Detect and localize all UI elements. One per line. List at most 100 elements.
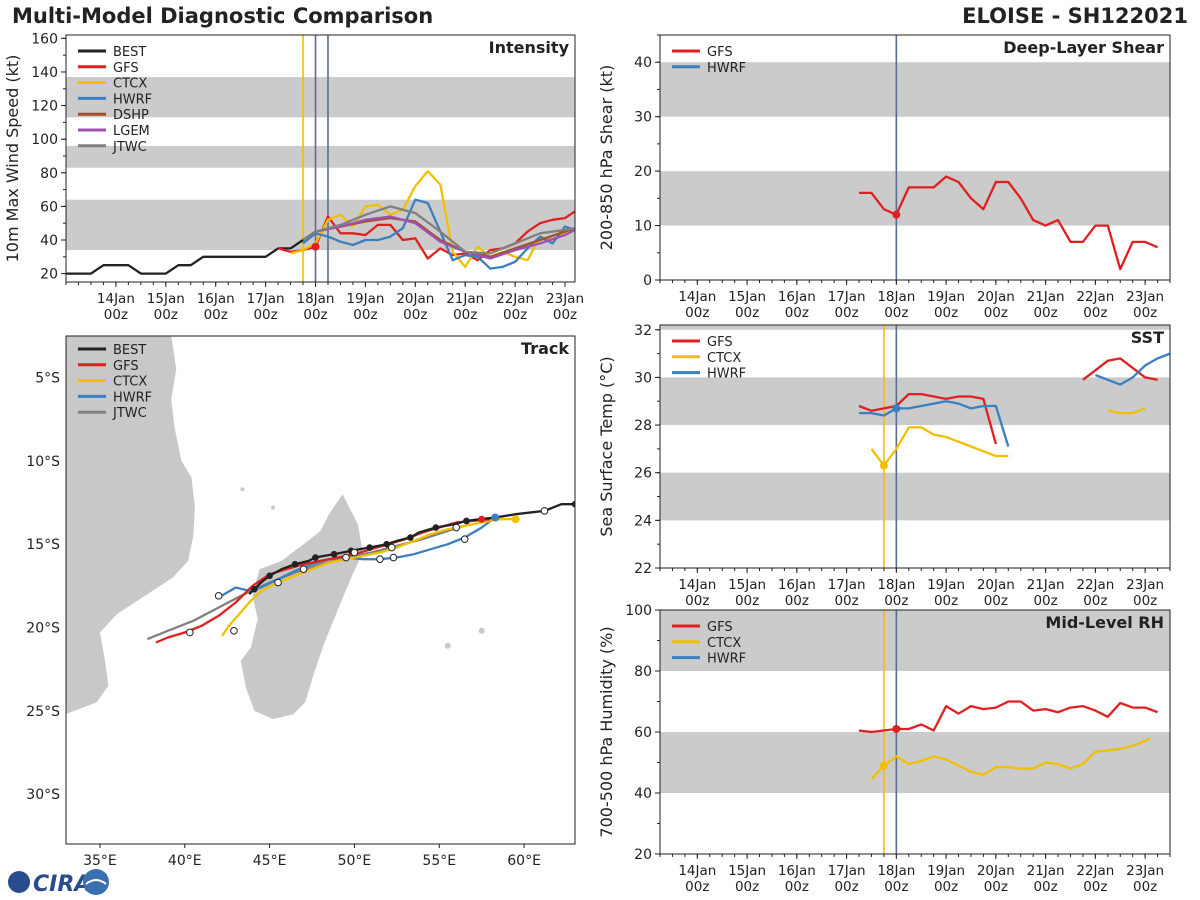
best-track-point xyxy=(312,554,319,561)
legend-label-lgem: LGEM xyxy=(113,124,150,139)
x-tick-label: 23Jan xyxy=(1126,863,1164,879)
x-tick-label: 14Jan xyxy=(678,863,716,879)
x-tick-label: 20Jan xyxy=(977,289,1015,305)
panel-sst: 22242628303214Jan00z15Jan00z16Jan00z17Ja… xyxy=(597,323,1171,609)
x-tick-label: 19Jan xyxy=(927,863,965,879)
comoros-island xyxy=(240,487,245,492)
series-line-ctcx xyxy=(1107,407,1146,415)
y-tick-label: 40 xyxy=(40,233,58,249)
y-tick-label: 22 xyxy=(634,561,652,577)
y-tick-label: 140 xyxy=(31,65,58,81)
hwrf-start-marker xyxy=(491,513,500,522)
track-open-marker xyxy=(540,507,549,515)
current-marker-ctcx xyxy=(879,461,888,470)
axes-frame xyxy=(659,324,1171,569)
y-tick-label: 20 xyxy=(40,267,58,283)
mayotte-island xyxy=(270,505,275,510)
series-line-gfs xyxy=(858,700,1158,734)
best-track-point xyxy=(291,560,299,568)
ctcx-start-marker xyxy=(511,515,520,524)
x-tick-label: 21Jan xyxy=(1027,289,1065,305)
legend-label-gfs: GFS xyxy=(707,45,733,60)
legend-label-gfs: GFS xyxy=(113,61,139,76)
panel-rh: 2040608010014Jan00z15Jan00z16Jan00z17Jan… xyxy=(597,603,1171,895)
x-tick-label: 20Jan xyxy=(977,863,1015,879)
reunion-island xyxy=(444,642,451,649)
cira-logo: CIRA xyxy=(8,869,109,897)
y-tick-label: 80 xyxy=(634,664,652,680)
x-tick-label: 23Jan xyxy=(1126,577,1164,593)
x-tick-label: 00z xyxy=(735,879,759,895)
x-tick-label: 00z xyxy=(1083,305,1107,321)
x-tick-label: 00z xyxy=(453,307,477,323)
x-tick-label: 00z xyxy=(1033,305,1057,321)
legend-label-gfs: GFS xyxy=(707,620,733,635)
threshold-band xyxy=(660,325,1170,330)
y-tick-label: 20 xyxy=(634,164,652,180)
best-track-point xyxy=(366,544,374,551)
x-tick-label: 00z xyxy=(1133,305,1157,321)
best-track-point xyxy=(251,585,258,593)
y-axis-label: 200-850 hPa Shear (kt) xyxy=(597,65,616,251)
x-tick-label: 45°E xyxy=(253,853,287,869)
madagascar-landmass xyxy=(240,494,363,720)
best-track-point xyxy=(383,540,390,548)
x-tick-label: 00z xyxy=(1133,879,1157,895)
x-tick-label: 00z xyxy=(834,593,858,609)
series-line-jtwc xyxy=(302,205,575,255)
current-marker-gfs xyxy=(892,210,901,219)
x-tick-label: 00z xyxy=(154,307,178,323)
legend-label-hwrf: HWRF xyxy=(707,652,746,667)
x-tick-label: 35°E xyxy=(83,853,117,869)
legend-label-hwrf: HWRF xyxy=(113,92,152,107)
track-open-marker xyxy=(460,535,469,544)
track-open-marker xyxy=(342,553,350,562)
x-tick-label: 60°E xyxy=(507,853,541,869)
x-tick-label: 00z xyxy=(984,879,1008,895)
threshold-band xyxy=(660,610,1170,671)
x-tick-label: 00z xyxy=(934,879,958,895)
x-tick-label: 21Jan xyxy=(1027,577,1065,593)
y-tick-label: 15°S xyxy=(26,537,60,553)
y-tick-label: 28 xyxy=(634,418,652,434)
x-tick-label: 15Jan xyxy=(728,863,766,879)
y-tick-label: 5°S xyxy=(35,371,60,387)
y-tick-label: 80 xyxy=(40,166,58,182)
y-tick-label: 30 xyxy=(634,370,652,386)
best-track-point xyxy=(432,524,440,531)
y-tick-label: 30°S xyxy=(26,787,60,803)
series-line-ctcx xyxy=(870,737,1151,781)
gfs-start-marker xyxy=(478,515,486,523)
x-tick-label: 40°E xyxy=(168,853,202,869)
legend-label-hwrf: HWRF xyxy=(707,61,746,76)
threshold-band xyxy=(66,199,575,251)
panel-title: Mid-Level RH xyxy=(1045,613,1164,632)
legend-label-dshp: DSHP xyxy=(113,108,149,123)
current-marker-hwrf xyxy=(892,404,901,413)
y-tick-label: 60 xyxy=(40,199,58,215)
axes-frame xyxy=(65,335,576,845)
tracks-group xyxy=(146,500,575,644)
y-tick-label: 10°S xyxy=(26,454,60,470)
y-tick-label: 60 xyxy=(634,725,652,741)
track-open-marker xyxy=(389,553,398,562)
best-track-point xyxy=(407,534,414,541)
x-tick-label: 00z xyxy=(553,307,577,323)
y-tick-label: 160 xyxy=(31,31,58,47)
series-group xyxy=(858,700,1158,781)
x-tick-label: 20Jan xyxy=(977,577,1015,593)
legend-label-best: BEST xyxy=(113,343,146,358)
y-tick-label: 10 xyxy=(634,219,652,235)
x-tick-label: 19Jan xyxy=(927,289,965,305)
x-tick-label: 00z xyxy=(785,305,809,321)
x-tick-label: 00z xyxy=(685,593,709,609)
figure-title: Multi-Model Diagnostic Comparison xyxy=(12,4,434,28)
x-tick-label: 15Jan xyxy=(728,289,766,305)
threshold-band xyxy=(66,77,575,118)
x-tick-label: 00z xyxy=(735,593,759,609)
x-tick-label: 18Jan xyxy=(877,577,915,593)
legend-label-hwrf: HWRF xyxy=(707,367,746,382)
